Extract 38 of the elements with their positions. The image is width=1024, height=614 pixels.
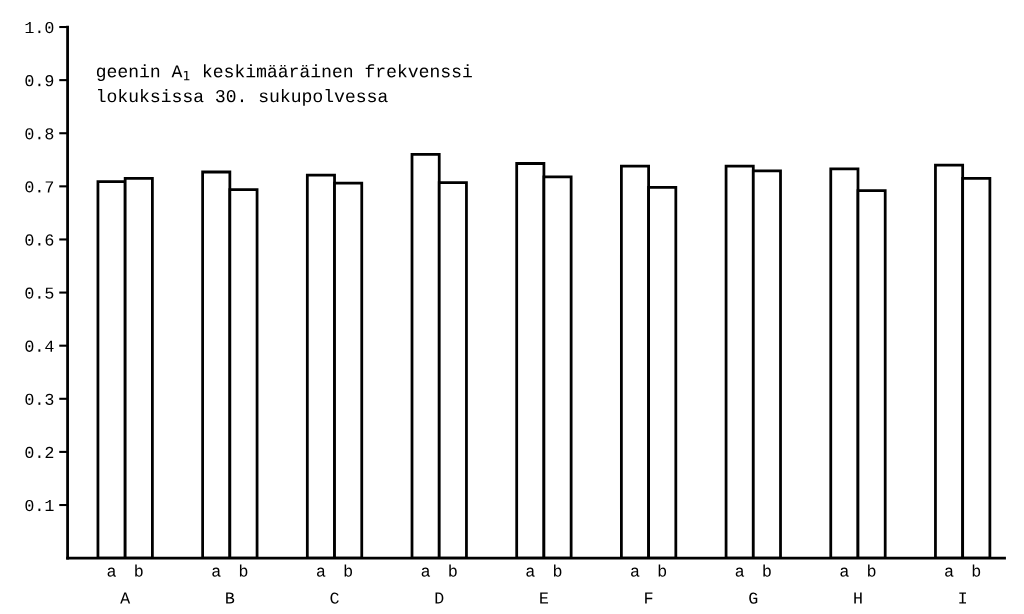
x-tick-label: B: [226, 592, 235, 604]
text: b: [868, 564, 876, 577]
x-tick-label: C: [330, 592, 339, 604]
y-tick-label: 0.6: [25, 234, 54, 246]
text: a: [631, 567, 640, 577]
text: a: [421, 567, 431, 577]
x-tick-label: H: [854, 592, 862, 604]
y-tick-label: 0.7: [25, 181, 54, 193]
y-tick-label: 0.5: [25, 287, 54, 299]
text: b: [449, 564, 457, 577]
x-tick-label: A: [120, 592, 131, 604]
text: b: [344, 564, 353, 577]
x-tick-label: E: [540, 592, 549, 604]
y-tick-label: 0.3: [25, 393, 54, 405]
text: a: [212, 567, 221, 577]
y-tick-label: 0.1: [25, 499, 54, 512]
text: a: [840, 567, 849, 577]
text: b: [763, 564, 771, 577]
series-label: a: [107, 567, 116, 577]
text: a: [316, 567, 326, 577]
text: a: [945, 567, 954, 577]
series-label: b: [135, 564, 143, 577]
x-tick-label: G: [749, 592, 758, 604]
y-tick-label: 0.8: [25, 128, 54, 140]
annotation: geenin A$_{1}$ keskimääräinen frekvenssi lokuksissa 30. sukupolvessa: [96, 64, 472, 106]
text: a: [735, 567, 745, 577]
text: b: [972, 564, 981, 577]
text: b: [658, 564, 667, 577]
text: b: [553, 564, 562, 577]
x-tick-label: F: [645, 592, 653, 604]
text: b: [239, 564, 248, 577]
y-tick-label: 0.9: [25, 75, 54, 87]
y-tick-label: 0.4: [25, 340, 54, 352]
x-tick-label: D: [435, 592, 444, 604]
x-tick-label: I: [959, 592, 967, 604]
text: a: [526, 567, 535, 577]
y-tick-label: 0.2: [25, 446, 54, 459]
y-tick-label: 1.0: [25, 21, 54, 34]
